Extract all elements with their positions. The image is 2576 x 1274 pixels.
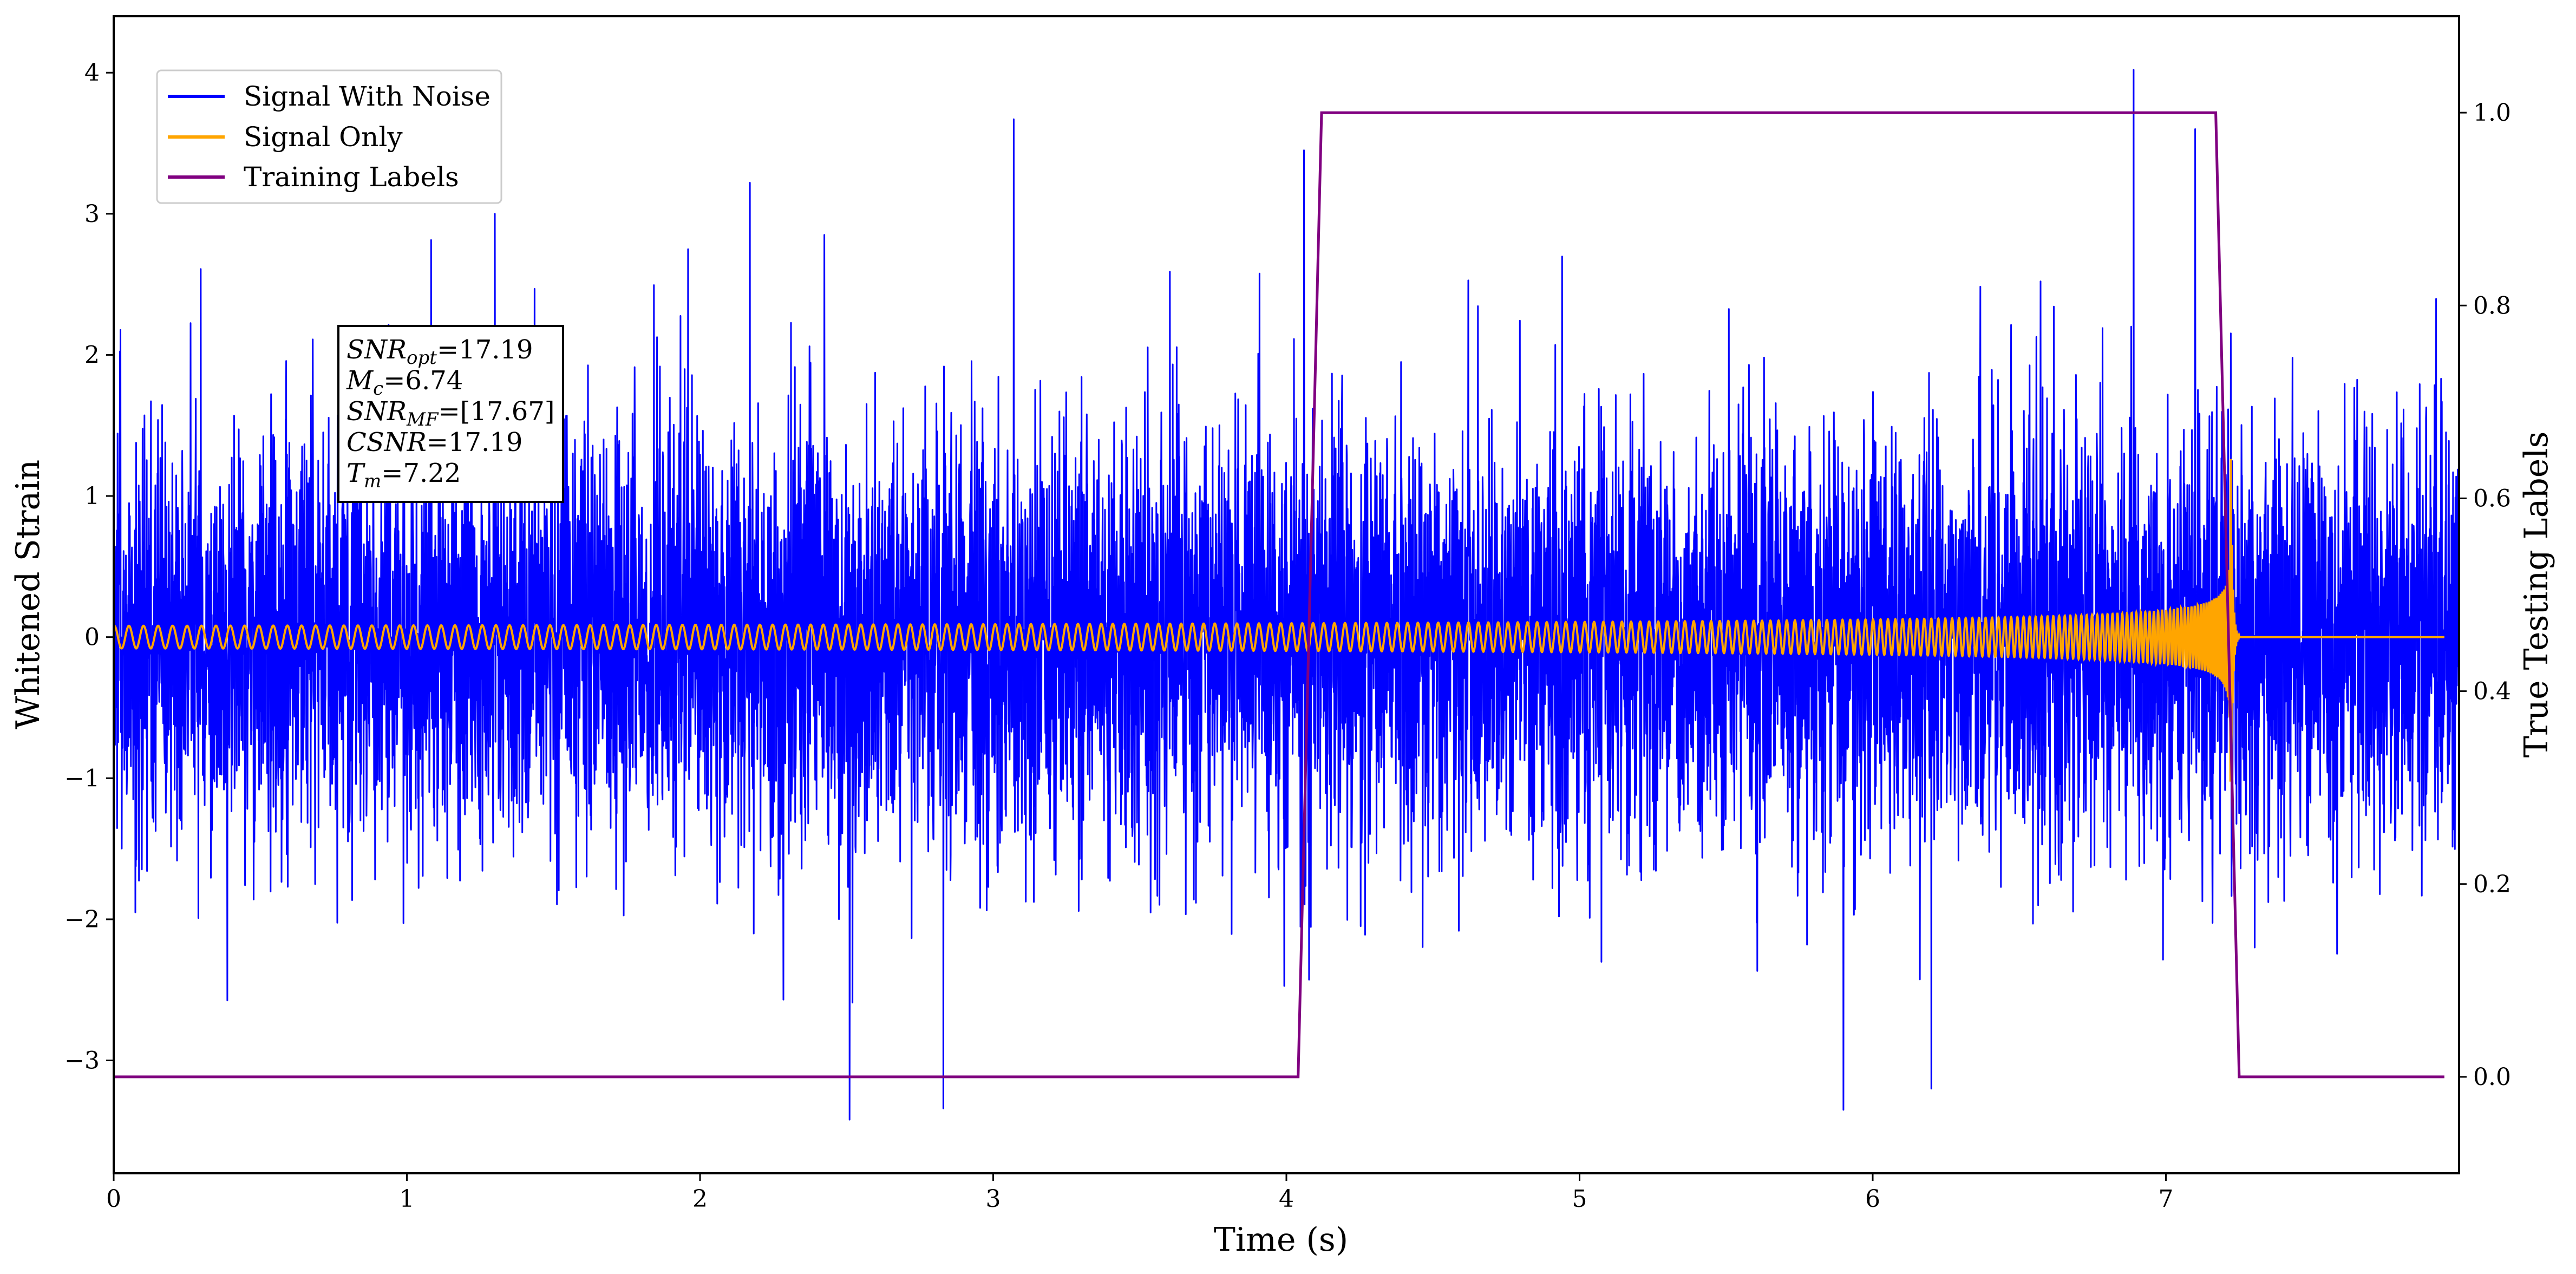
- x-axis-ticks: 0 1 2 3 4 5 6 7: [106, 1173, 2174, 1213]
- right-y-tick-label: 0.6: [2473, 485, 2511, 512]
- x-axis-title: Time (s): [1214, 1221, 1348, 1259]
- legend-label-signal-with-noise: Signal With Noise: [244, 81, 491, 112]
- left-y-tick-label: 4: [84, 59, 100, 87]
- x-tick-label: 3: [986, 1185, 1001, 1213]
- x-tick-label: 6: [1865, 1185, 1880, 1213]
- left-y-axis-ticks: −3 −2 −1 0 1 2 3 4: [64, 59, 114, 1075]
- x-tick-label: 7: [2159, 1185, 2174, 1213]
- left-y-tick-label: 0: [84, 624, 100, 651]
- left-y-tick-label: −1: [64, 765, 100, 792]
- right-y-axis-title: True Testing Labels: [2518, 432, 2555, 758]
- annotation-line: Mc=6.74: [346, 365, 463, 400]
- left-y-tick-label: 3: [84, 200, 100, 228]
- right-y-axis-ticks: 0.0 0.2 0.4 0.6 0.8 1.0: [2459, 99, 2511, 1091]
- signal-with-noise-line: [114, 69, 2459, 1121]
- right-y-tick-label: 0.8: [2473, 292, 2511, 319]
- plot-area: [114, 69, 2459, 1121]
- legend-label-signal-only: Signal Only: [244, 121, 403, 153]
- annotation-lines: SNRopt=17.19Mc=6.74SNRMF=[17.67]CSNR=17.…: [346, 335, 555, 492]
- annotation-line: CSNR=17.19: [346, 427, 522, 458]
- snr-annotation-box: SNRopt=17.19Mc=6.74SNRMF=[17.67]CSNR=17.…: [337, 325, 564, 503]
- signal-with-noise-series: [114, 69, 2459, 1121]
- signal-only-line: [114, 459, 2444, 782]
- x-tick-label: 0: [106, 1185, 121, 1213]
- x-tick-label: 4: [1279, 1185, 1294, 1213]
- annotation-line: Tm=7.22: [346, 458, 461, 492]
- legend-label-training-labels: Training Labels: [244, 161, 459, 193]
- right-y-tick-label: 0.0: [2473, 1063, 2511, 1091]
- annotation-line: SNRMF=[17.67]: [346, 396, 555, 430]
- right-y-tick-label: 0.2: [2473, 871, 2511, 898]
- annotation-frame: [337, 325, 564, 503]
- legend: Signal With Noise Signal Only Training L…: [156, 69, 502, 204]
- left-y-tick-label: 2: [84, 341, 100, 369]
- right-y-tick-label: 1.0: [2473, 99, 2511, 127]
- left-y-tick-label: 1: [84, 482, 100, 510]
- signal-only-series: [114, 459, 2444, 782]
- x-tick-label: 1: [400, 1185, 415, 1213]
- right-y-tick-label: 0.4: [2473, 678, 2511, 705]
- left-y-axis-title: Whitened Strain: [9, 460, 47, 729]
- training-labels-line: [114, 111, 2444, 1079]
- annotation-line: SNRopt=17.19: [346, 335, 533, 369]
- x-tick-label: 5: [1572, 1185, 1587, 1213]
- left-y-tick-label: −2: [64, 906, 100, 933]
- training-labels-series: [114, 111, 2444, 1079]
- legend-box: [156, 69, 502, 204]
- left-y-tick-label: −3: [64, 1047, 100, 1075]
- x-tick-label: 2: [692, 1185, 708, 1213]
